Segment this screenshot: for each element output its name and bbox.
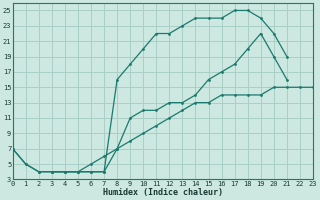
X-axis label: Humidex (Indice chaleur): Humidex (Indice chaleur) [103, 188, 223, 197]
